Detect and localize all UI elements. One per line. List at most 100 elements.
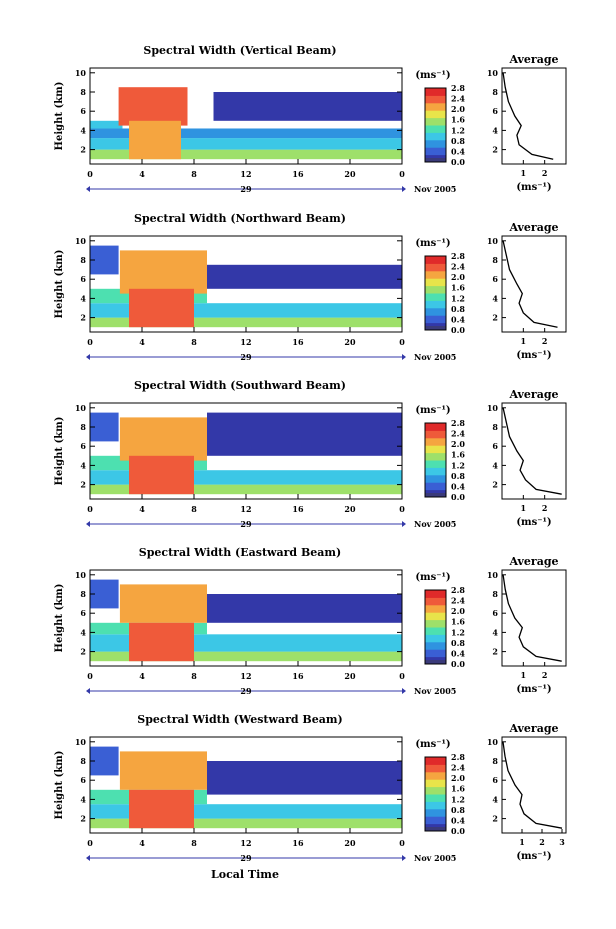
y-tick-label: 10 bbox=[75, 737, 87, 747]
average-frame bbox=[501, 67, 567, 165]
colorbar-cell bbox=[425, 139, 446, 148]
colorbar-tick-label: 2.8 bbox=[451, 752, 465, 762]
panel-title: Spectral Width (Westward Beam) bbox=[137, 713, 342, 726]
y-tick-label: 2 bbox=[80, 145, 86, 155]
colorbar-tick-label: 0.0 bbox=[451, 325, 465, 335]
average-x-tick-label: 1 bbox=[519, 837, 525, 847]
colorbar-tick-label: 1.6 bbox=[451, 784, 465, 794]
colorbar-tick-label: 1.2 bbox=[451, 794, 465, 804]
average-y-tick-label: 6 bbox=[492, 106, 498, 116]
y-tick-label: 2 bbox=[80, 647, 86, 657]
colorbar-units: (ms⁻¹) bbox=[415, 238, 450, 249]
colorbar-cell bbox=[425, 95, 446, 104]
y-tick-label: 6 bbox=[80, 441, 86, 451]
colorbar-cell bbox=[425, 102, 446, 111]
colorbar-cell bbox=[425, 125, 446, 133]
colorbar-tick-label: 1.6 bbox=[451, 283, 465, 293]
panel-4: Spectral Width (Eastward Beam)246810Heig… bbox=[54, 546, 567, 696]
y-tick-label: 2 bbox=[80, 480, 86, 490]
colorbar-cell bbox=[425, 437, 446, 446]
colorbar-cell bbox=[425, 263, 446, 272]
colorbar-cell bbox=[425, 627, 446, 635]
colorbar-cell bbox=[425, 794, 446, 802]
x-tick-label: 12 bbox=[240, 337, 251, 347]
colorbar-cell bbox=[425, 445, 446, 454]
average-title: Average bbox=[508, 722, 558, 735]
x-tick-label: 4 bbox=[139, 671, 145, 681]
x-tick-label: 20 bbox=[344, 504, 356, 514]
average-frame bbox=[501, 736, 567, 834]
colorbar-cell bbox=[425, 460, 446, 468]
average-y-tick-label: 2 bbox=[492, 814, 498, 824]
x-tick-label: 12 bbox=[240, 504, 251, 514]
colorbar-tick-label: 2.0 bbox=[451, 773, 465, 783]
x-axis-label: Local Time bbox=[211, 868, 279, 881]
colorbar-tick-label: 1.6 bbox=[451, 450, 465, 460]
panel-2: Spectral Width (Northward Beam)246810Hei… bbox=[54, 212, 567, 362]
x-tick-label: 4 bbox=[139, 504, 145, 514]
date-axis-arrow bbox=[86, 855, 90, 861]
date-suffix: Nov 2005 bbox=[414, 853, 456, 863]
heatmap-cell bbox=[207, 412, 402, 456]
x-tick-label: 0 bbox=[87, 838, 93, 848]
average-y-tick-label: 8 bbox=[492, 87, 498, 97]
colorbar-zero-cell bbox=[425, 493, 446, 497]
colorbar-tick-label: 0.8 bbox=[451, 136, 465, 146]
average-y-tick-label: 4 bbox=[492, 627, 498, 637]
average-unit: (ms⁻¹) bbox=[516, 517, 551, 528]
date-suffix: Nov 2005 bbox=[414, 519, 456, 529]
colorbar-tick-label: 0.0 bbox=[451, 826, 465, 836]
average-x-tick-label: 2 bbox=[542, 168, 548, 178]
heatmap-cell bbox=[119, 250, 207, 294]
heatmap-cell bbox=[90, 120, 123, 129]
average-x-tick-label: 1 bbox=[521, 670, 527, 680]
y-tick-label: 10 bbox=[75, 570, 87, 580]
colorbar-cell bbox=[425, 132, 446, 141]
heatmap-cell bbox=[118, 87, 188, 126]
date-suffix: Nov 2005 bbox=[414, 352, 456, 362]
panel-title: Spectral Width (Vertical Beam) bbox=[143, 44, 336, 57]
y-axis-label: Height (km) bbox=[54, 584, 65, 653]
heatmap-cell bbox=[90, 317, 402, 328]
colorbar-cell bbox=[425, 147, 446, 156]
colorbar-tick-label: 2.8 bbox=[451, 251, 465, 261]
colorbar-frame bbox=[424, 756, 447, 832]
date-label: 29 bbox=[240, 853, 252, 863]
average-y-tick-label: 8 bbox=[492, 756, 498, 766]
colorbar-cell bbox=[425, 315, 446, 324]
x-tick-label: 4 bbox=[139, 838, 145, 848]
x-tick-label: 4 bbox=[139, 337, 145, 347]
colorbar-tick-label: 1.6 bbox=[451, 617, 465, 627]
y-tick-label: 10 bbox=[75, 403, 87, 413]
x-tick-label: 8 bbox=[191, 671, 197, 681]
average-unit: (ms⁻¹) bbox=[516, 851, 551, 862]
colorbar-cell bbox=[425, 423, 446, 431]
heatmap-cell bbox=[119, 751, 207, 790]
average-title: Average bbox=[508, 388, 558, 401]
colorbar-cell bbox=[425, 634, 446, 643]
y-tick-label: 10 bbox=[75, 236, 87, 246]
colorbar-cell bbox=[425, 649, 446, 658]
date-label: 29 bbox=[240, 519, 252, 529]
colorbar-zero-cell bbox=[425, 158, 446, 162]
x-tick-label: 12 bbox=[240, 169, 251, 179]
heatmap-cell bbox=[129, 789, 194, 829]
date-suffix: Nov 2005 bbox=[414, 184, 456, 194]
colorbar-tick-label: 0.4 bbox=[451, 481, 465, 491]
panel-3: Spectral Width (Southward Beam)246810Hei… bbox=[54, 379, 567, 529]
colorbar-tick-label: 0.8 bbox=[451, 471, 465, 481]
y-tick-label: 4 bbox=[80, 627, 86, 637]
average-title: Average bbox=[508, 221, 558, 234]
x-tick-label: 16 bbox=[292, 838, 304, 848]
y-tick-label: 8 bbox=[80, 255, 86, 265]
average-profile-line bbox=[502, 407, 562, 495]
heatmap-cell bbox=[90, 138, 402, 150]
average-frame bbox=[501, 402, 567, 500]
colorbar-tick-label: 0.4 bbox=[451, 146, 465, 156]
y-tick-label: 4 bbox=[80, 794, 86, 804]
y-axis-label: Height (km) bbox=[54, 751, 65, 820]
colorbar-cell bbox=[425, 270, 446, 279]
colorbar-tick-label: 2.0 bbox=[451, 104, 465, 114]
x-tick-label: 20 bbox=[344, 838, 356, 848]
x-tick-label: 0 bbox=[87, 671, 93, 681]
